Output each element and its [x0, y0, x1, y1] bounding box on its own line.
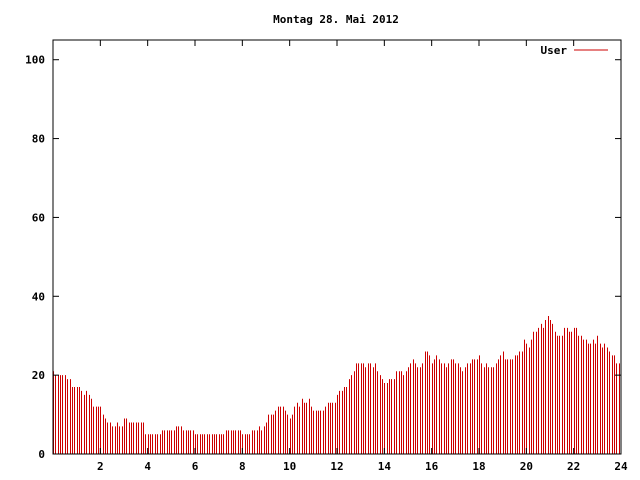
x-tick-label: 18	[472, 460, 485, 473]
x-tick-label: 24	[614, 460, 628, 473]
x-tick-label: 4	[144, 460, 151, 473]
x-tick-label: 14	[378, 460, 392, 473]
y-tick-label: 80	[32, 133, 45, 146]
axes	[52, 39, 622, 455]
x-tick-label: 6	[192, 460, 199, 473]
legend-label: User	[541, 44, 568, 57]
y-tick-label: 60	[32, 211, 45, 224]
chart-title: Montag 28. Mai 2012	[273, 13, 399, 26]
plot-border	[52, 39, 622, 455]
y-tick-label: 20	[32, 369, 45, 382]
y-tick-label: 40	[32, 290, 45, 303]
y-tick-label: 100	[25, 54, 45, 67]
y-tick-label: 0	[38, 448, 45, 461]
x-tick-label: 2	[97, 460, 104, 473]
bar-series	[53, 316, 620, 454]
x-tick-label: 16	[425, 460, 439, 473]
legend: User	[541, 44, 608, 57]
x-tick-label: 22	[567, 460, 580, 473]
x-tick-label: 12	[330, 460, 343, 473]
x-tick-label: 20	[520, 460, 533, 473]
x-tick-label: 8	[239, 460, 246, 473]
x-tick-label: 10	[283, 460, 296, 473]
